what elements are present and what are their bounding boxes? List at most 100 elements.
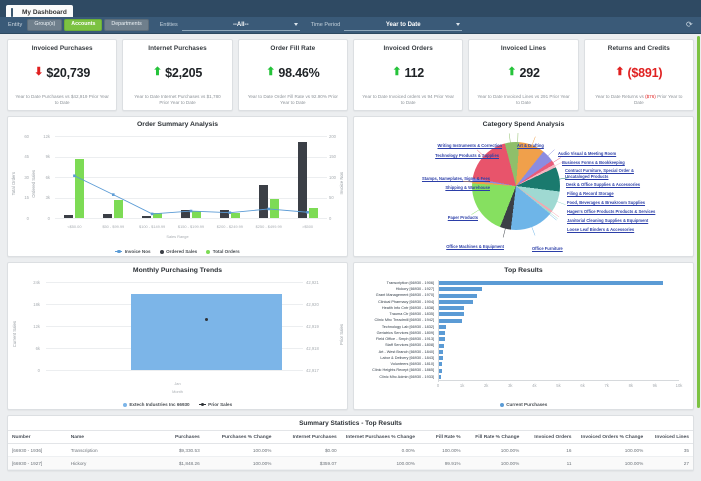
kpi-value: 112 [404, 65, 425, 80]
chevron-down-icon [293, 22, 298, 26]
pie-slice-label[interactable]: Paper Products [447, 215, 478, 220]
pie-slice-label[interactable]: Audio Visual & Meeting Room [558, 151, 617, 156]
ytick-total-orders: 30 [24, 174, 29, 180]
xtick: 0 [436, 383, 440, 388]
cell-invoiced-lines: 27 [647, 456, 693, 470]
chart-category-spend: Art & Drafting Audio Visual & Meeting Roo… [354, 130, 693, 255]
kpi-subtext-post: Prior Year to Date [633, 93, 683, 106]
entities-select[interactable]: --All-- [181, 20, 300, 31]
bar-current-purchases [438, 343, 445, 348]
gridline [46, 282, 303, 283]
pie-slice-label[interactable]: Food, Beverages & Breakroom Supplies [567, 200, 646, 205]
bar-ordered-sales [142, 215, 152, 218]
cell-invoiced-orders: 16 [523, 443, 576, 457]
kpi-internet-purchases: Internet Purchases ⬆ $2,205 Year to Date… [122, 39, 233, 111]
pie-slice-label[interactable]: Stamps, Nameplates, Signs & Fees [421, 176, 490, 181]
ytick-invoice-nos: 50 [329, 195, 334, 200]
pie-slice-label[interactable]: Shipping & Warehouse [445, 185, 490, 190]
col-purchases-change[interactable]: Purchases % Change [203, 430, 276, 444]
kpi-subtext-highlight: ($76) [645, 93, 656, 99]
col-fill-rate-change[interactable]: Fill Rate % Change [464, 430, 524, 444]
entity-accounts-button[interactable]: Accounts [64, 19, 103, 31]
entity-departments-button[interactable]: Departments [104, 19, 149, 31]
top-result-label: Clinical Pharmacy [66930 - 1904] [378, 299, 434, 304]
legend-item[interactable]: Extech Industries Inc 66930 [122, 402, 190, 407]
kpi-title: Invoiced Lines [500, 45, 547, 52]
col-number[interactable]: Number [8, 430, 67, 444]
col-name[interactable]: Name [66, 430, 145, 444]
pie-slice-label[interactable]: Desk & Office Supplies & Accessories [566, 182, 641, 187]
pie-slice-label[interactable]: Office Furniture [532, 246, 563, 251]
ytick-current-sales: 0 [37, 367, 40, 373]
pie-slice-label[interactable]: Business Forms & Bookkeeping [562, 160, 625, 165]
table-title: Summary Statistics - Top Results [299, 420, 402, 427]
col-internet-purchases-change[interactable]: Internet Purchases % Change [340, 430, 419, 444]
gridline [46, 370, 303, 371]
kpi-main: ⬆ ($891) [615, 52, 662, 94]
col-fill-rate[interactable]: Fill Rate % [418, 430, 465, 444]
kpi-subtext: Year to Date Internet Purchases vs $1,78… [134, 93, 221, 106]
cell-internet-purchases: $0.00 [275, 443, 341, 457]
xtick: 3k [508, 383, 513, 388]
pie-slice-label[interactable]: Loose Leaf Binders & Accessories [567, 227, 635, 232]
ytick-prior-sales: 42,919 [306, 323, 319, 329]
time-period-select[interactable]: Year to Date [344, 20, 463, 31]
legend-item[interactable]: Prior Sales [198, 402, 232, 407]
kpi-title: Order Fill Rate [270, 45, 316, 52]
col-invoiced-orders-change[interactable]: Invoiced Orders % Change [575, 430, 648, 444]
table-row[interactable]: [66930 - 1936] Transcription $9,330.53 1… [8, 443, 693, 457]
kpi-main: ⬆ $2,205 [153, 52, 202, 94]
kpi-value: 98.46% [278, 65, 320, 80]
pie-slice-label[interactable]: Uncataloged Products [565, 174, 609, 179]
time-period-select-value: Year to Date [385, 21, 421, 28]
pie-slice-label[interactable]: Hagen's Office Products Products & Servi… [567, 209, 656, 214]
pie-slice-label[interactable]: Art & Drafting [517, 143, 544, 148]
legend-label: Invoice Nos [124, 249, 151, 254]
bar-current-purchases [438, 349, 443, 354]
bar-ordered-sales [219, 210, 229, 218]
col-invoiced-lines[interactable]: Invoiced Lines [647, 430, 693, 444]
cell-fill-rate: 100.00% [418, 443, 465, 457]
top-result-label: Trauma Ctr [66930 - 1835] [389, 312, 434, 317]
top-result-label: Staff Services [66930 - 1808] [385, 343, 434, 348]
ytick-invoice-nos: 0 [329, 215, 332, 221]
ytick-ordered-sales: 12k [43, 133, 50, 139]
kpi-value: $2,205 [165, 65, 203, 80]
pie-slice-label[interactable]: Contract Furniture, Special Order & [565, 168, 634, 173]
legend-item[interactable]: Total Orders [206, 249, 240, 254]
pie-slice-label[interactable]: Technology Products & Supplies [435, 153, 499, 158]
pie-circle[interactable] [472, 142, 560, 230]
pie-slice-label[interactable]: Office Machines & Equipment [446, 244, 504, 249]
col-invoiced-orders[interactable]: Invoiced Orders [523, 430, 576, 444]
entity-type-toggle: Group(s) Accounts Departments [27, 19, 149, 31]
bar-total-orders [114, 199, 124, 218]
chart-monthly-trends: Current Sales Prior Sales 24k 18k 12k 6k 0 4… [8, 276, 347, 402]
bar-current-purchases [438, 293, 478, 298]
col-internet-purchases[interactable]: Internet Purchases [275, 430, 341, 444]
top-result-label: Clinic Heights Recept [66930 - 1865] [372, 368, 434, 373]
entities-label: Entities [159, 22, 178, 28]
pie-slice-label[interactable]: Filing & Record Storage [567, 191, 614, 196]
ytick-invoice-nos: 150 [329, 154, 336, 159]
bar-current-purchases [438, 287, 483, 292]
charts-row-1: Order Summary Analysis Total Orders Orde… [0, 111, 701, 257]
legend-item[interactable]: Current Purchases [499, 402, 547, 407]
legend-item[interactable]: Invoice Nos [115, 249, 151, 254]
pie-slice-label[interactable]: Janitorial Cleaning Supplies & Equipment [567, 218, 649, 223]
xtick: 8k [628, 383, 634, 388]
entity-label: Entity [8, 22, 23, 28]
refresh-icon[interactable]: ⟳ [686, 20, 693, 29]
entity-groups-button[interactable]: Group(s) [27, 19, 63, 31]
cell-fill-rate-change: 100.00% [464, 443, 524, 457]
kpi-main: ⬆ 112 [392, 52, 424, 94]
pie-slice-label[interactable]: Writing Instruments & Correction [437, 143, 502, 148]
tab-my-dashboard[interactable]: My Dashboard [6, 4, 73, 21]
pie-leader-lines [463, 133, 569, 238]
legend-item[interactable]: Ordered Sales [159, 249, 197, 254]
bar-current-purchases [438, 368, 443, 373]
col-purchases[interactable]: Purchases [144, 430, 204, 444]
scrollbar-vertical[interactable] [697, 36, 700, 408]
arrow-up-icon: ⬆ [507, 66, 517, 79]
panel-order-summary-analysis: Order Summary Analysis Total Orders Orde… [7, 116, 348, 257]
table-row[interactable]: [66930 - 1927] Hickory $1,848.26 100.00%… [8, 456, 693, 470]
